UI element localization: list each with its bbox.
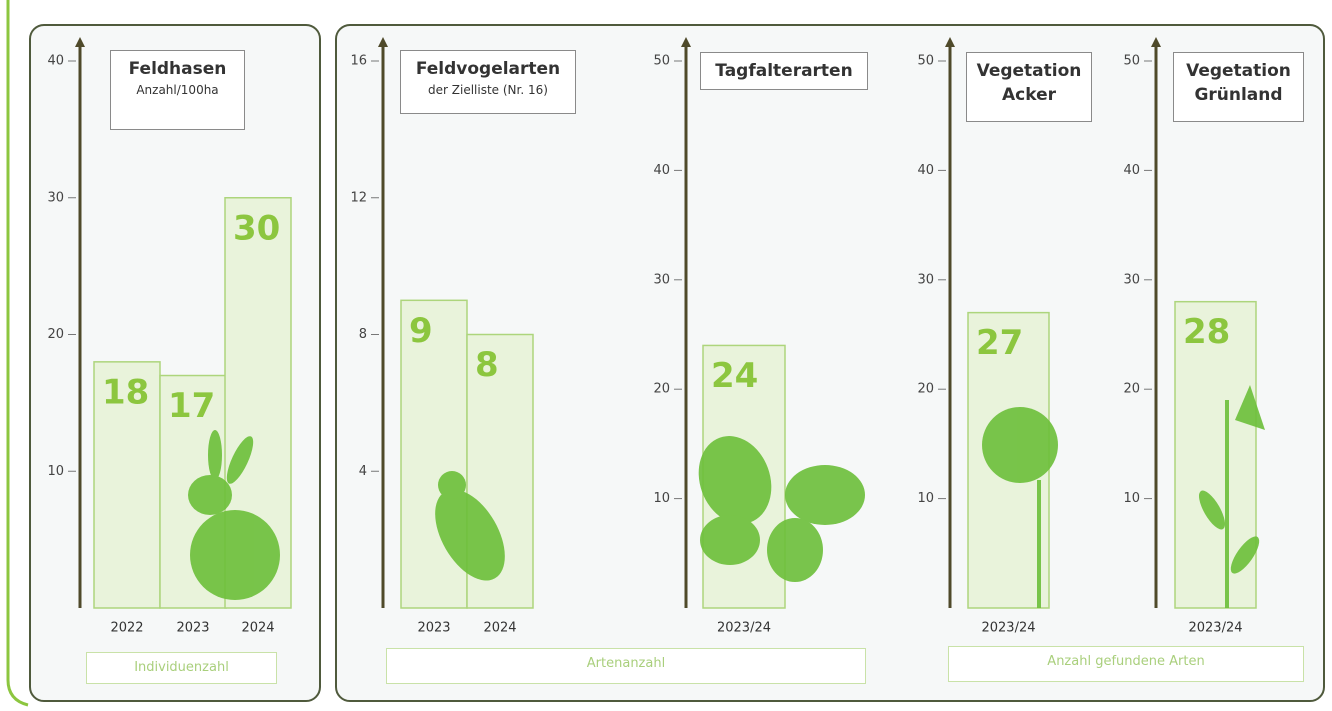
value-label: 8 [475, 345, 499, 385]
chart-title: Vegetation Acker [971, 59, 1087, 107]
y-tick-label: 20 [653, 382, 670, 397]
value-label: 17 [168, 386, 215, 426]
hare-body [190, 510, 280, 600]
chart-subtitle: der Zielliste (Nr. 16) [405, 83, 571, 97]
footer-label: Artenanzahl [386, 648, 866, 684]
value-label: 27 [976, 323, 1023, 363]
value-label: 18 [102, 372, 149, 412]
x-tick-label: 2022 [110, 621, 143, 636]
title-box: Vegetation Acker [966, 52, 1092, 122]
title-box: Feldhasen Anzahl/100ha [110, 50, 245, 130]
y-tick-label: 50 [917, 54, 934, 69]
x-tick-label: 2023 [176, 621, 209, 636]
infographic: 1820221720233020241020304092023820244812… [0, 0, 1332, 711]
bird-head [438, 471, 466, 499]
x-tick-label: 2023/24 [717, 621, 771, 636]
y-tick-label: 8 [359, 327, 367, 342]
y-tick-label: 30 [653, 272, 670, 287]
footer-label: Anzahl gefundene Arten [948, 646, 1304, 682]
x-tick-label: 2023 [417, 621, 450, 636]
butterfly-wing [700, 515, 760, 565]
butterfly-wing [767, 518, 823, 582]
chart-title: Vegetation Grünland [1178, 59, 1299, 107]
y-tick-label: 20 [1123, 382, 1140, 397]
y-tick-label: 30 [1123, 272, 1140, 287]
hare-head [188, 475, 232, 515]
y-tick-label: 40 [1123, 163, 1140, 178]
y-tick-label: 40 [917, 163, 934, 178]
y-tick-label: 4 [359, 464, 367, 479]
chart-title: Feldhasen [115, 57, 240, 81]
y-tick-label: 50 [1123, 54, 1140, 69]
chart-title: Feldvogelarten [405, 57, 571, 81]
x-tick-label: 2023/24 [981, 621, 1035, 636]
hare-ear [208, 430, 222, 480]
x-tick-label: 2023/24 [1188, 621, 1242, 636]
y-tick-label: 50 [653, 54, 670, 69]
footer-label: Individuenzahl [86, 652, 277, 684]
chart-title: Tagfalterarten [705, 59, 863, 83]
stem [1225, 400, 1229, 608]
y-tick-label: 12 [350, 190, 367, 205]
poppy [982, 407, 1058, 483]
y-tick-label: 30 [917, 272, 934, 287]
accent-curve [8, 680, 28, 705]
chart-subtitle: Anzahl/100ha [115, 83, 240, 97]
x-tick-label: 2024 [483, 621, 516, 636]
y-tick-label: 40 [653, 163, 670, 178]
y-tick-label: 20 [917, 382, 934, 397]
value-label: 30 [233, 208, 280, 248]
y-tick-label: 10 [47, 464, 64, 479]
title-box: Tagfalterarten [700, 52, 868, 90]
butterfly-wing [785, 465, 865, 525]
value-label: 28 [1183, 312, 1230, 352]
x-tick-label: 2024 [241, 621, 274, 636]
value-label: 24 [711, 356, 758, 396]
title-box: Vegetation Grünland [1173, 52, 1304, 122]
y-tick-label: 10 [1123, 491, 1140, 506]
y-tick-label: 10 [653, 491, 670, 506]
y-tick-label: 40 [47, 54, 64, 69]
y-tick-label: 20 [47, 327, 64, 342]
title-box: Feldvogelarten der Zielliste (Nr. 16) [400, 50, 576, 114]
y-tick-label: 30 [47, 190, 64, 205]
y-tick-label: 10 [917, 491, 934, 506]
stem [1037, 480, 1041, 608]
y-tick-label: 16 [350, 54, 367, 69]
value-label: 9 [409, 311, 433, 351]
